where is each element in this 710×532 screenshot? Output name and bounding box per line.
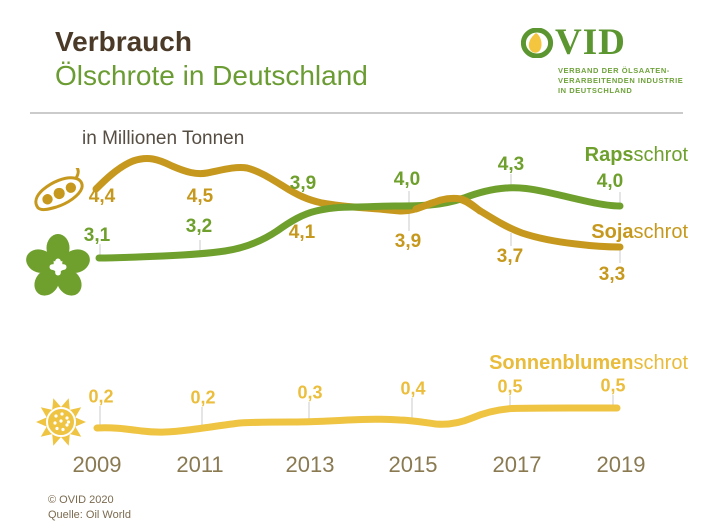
- legend-rapsschrot-rest: schrot: [633, 144, 688, 166]
- rapeseed-flower-icon: [26, 234, 90, 296]
- year-label-2019: 2019: [596, 452, 646, 477]
- legend-sojaschrot-bold: Soja: [591, 221, 634, 243]
- raps-value-2019: 4,0: [596, 171, 624, 192]
- sonnenblumenschrot-line: [93, 404, 621, 436]
- raps-value-2013: 3,9: [289, 173, 317, 194]
- page-title: Verbrauch Ölschrote in Deutschland: [55, 26, 368, 93]
- soja-value-2017: 3,7: [496, 246, 524, 267]
- legend-sonnenblumenschrot-rest: schrot: [633, 352, 688, 374]
- sojaschrot-line: [92, 155, 624, 251]
- sojaschrot-line-overlap-segment: [412, 194, 484, 215]
- year-label-2009: 2009: [72, 452, 122, 477]
- raps-value-2017: 4,3: [497, 154, 525, 175]
- year-tick-lines: [99, 174, 621, 428]
- year-label-2015: 2015: [388, 452, 438, 477]
- legend-sojaschrot-rest: schrot: [633, 221, 688, 243]
- ovid-logo-o-icon: [521, 28, 554, 58]
- ovid-logo: VID VERBAND DER ÖLSAATEN- VERARBEITENDEN…: [521, 22, 683, 96]
- title-line-2: Ölschrote in Deutschland: [55, 60, 368, 91]
- soja-value-2011: 4,5: [186, 186, 214, 207]
- tagline-line-1: VERBAND DER ÖLSAATEN-: [558, 66, 670, 75]
- soja-value-2013: 4,1: [288, 222, 316, 243]
- sonnenblumen-value-2011: 0,2: [190, 387, 216, 408]
- ovid-logo-vid-text: VID: [555, 22, 626, 63]
- ovid-logo-tagline: VERBAND DER ÖLSAATEN- VERARBEITENDEN IND…: [558, 66, 683, 96]
- year-label-2011: 2011: [176, 452, 224, 477]
- rapsschrot-line: [95, 184, 624, 262]
- legend-rapsschrot-bold: Raps: [584, 144, 634, 166]
- ovid-logo-wordmark: VID: [521, 22, 683, 63]
- sonnenblumen-value-2017: 0,5: [497, 376, 523, 397]
- tagline-line-3: IN DEUTSCHLAND: [558, 86, 633, 95]
- sonnenblumen-value-2009: 0,2: [88, 386, 114, 407]
- sunflower-icon: [36, 398, 86, 446]
- raps-value-2015: 4,0: [393, 169, 421, 190]
- legend-rapsschrot: Rapsschrot: [585, 144, 688, 167]
- legend-sojaschrot: Sojaschrot: [591, 221, 688, 244]
- soybean-pod-icon: [34, 168, 84, 212]
- legend-sonnenblumenschrot-bold: Sonnenblumen: [489, 352, 634, 374]
- chart-subtitle: in Millionen Tonnen: [82, 128, 245, 149]
- soja-value-2009: 4,4: [88, 186, 116, 207]
- tagline-line-2: VERARBEITENDEN INDUSTRIE: [558, 76, 684, 85]
- soja-value-2015: 3,9: [394, 231, 422, 252]
- header-divider: [30, 112, 683, 114]
- sonnenblumen-value-2013: 0,3: [297, 382, 323, 403]
- copyright-text: © OVID 2020: [48, 494, 114, 506]
- footer: © OVID 2020 Quelle: Oil World: [48, 493, 131, 522]
- soja-value-2019: 3,3: [598, 264, 626, 285]
- year-label-2017: 2017: [492, 452, 542, 477]
- raps-value-2011: 3,2: [185, 216, 213, 237]
- source-text: Quelle: Oil World: [48, 508, 131, 521]
- legend-sonnenblumenschrot: Sonnenblumenschrot: [489, 352, 688, 375]
- title-line-1: Verbrauch: [55, 26, 192, 57]
- year-label-2013: 2013: [285, 452, 335, 477]
- sonnenblumen-value-2019: 0,5: [600, 375, 626, 396]
- raps-value-2009: 3,1: [83, 225, 111, 246]
- sonnenblumen-value-2015: 0,4: [400, 378, 426, 399]
